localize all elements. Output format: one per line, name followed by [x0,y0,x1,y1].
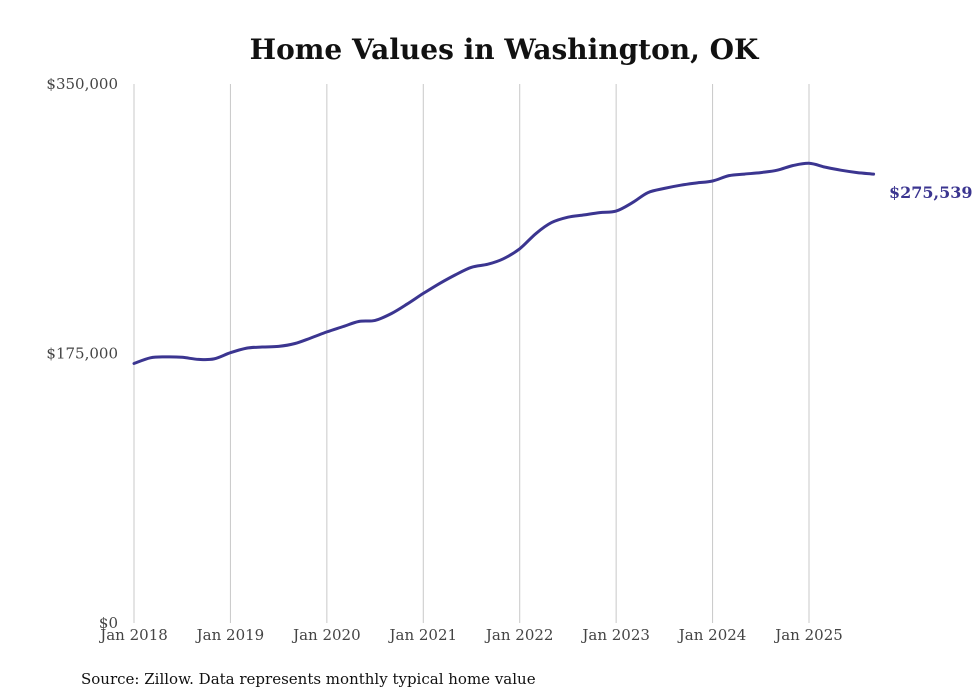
y-axis-ticks: $0 $175,000 $350,000 [46,75,118,632]
x-tick-label: Jan 2024 [677,626,747,644]
y-tick-label: $175,000 [46,345,118,363]
series-line-0 [132,161,876,365]
gridlines [133,84,810,623]
chart-title: Home Values in Washington, OK [250,33,760,66]
source-note: Source: Zillow. Data represents monthly … [81,670,536,688]
y-tick-label: $350,000 [46,75,118,93]
x-tick-label: Jan 2023 [580,626,650,644]
x-tick-label: Jan 2025 [773,626,843,644]
x-tick-label: Jan 2021 [388,626,458,644]
series-layer [132,161,876,365]
x-tick-label: Jan 2022 [484,626,554,644]
x-tick-label: Jan 2019 [195,626,265,644]
x-tick-label: Jan 2020 [291,626,361,644]
x-axis-ticks: Jan 2018 Jan 2019 Jan 2020 Jan 2021 Jan 2022… [98,626,843,644]
y-tick-label: $0 [99,614,118,632]
x-tick-label: Jan 2018 [98,626,168,644]
end-value-label: $275,539 [889,183,973,202]
